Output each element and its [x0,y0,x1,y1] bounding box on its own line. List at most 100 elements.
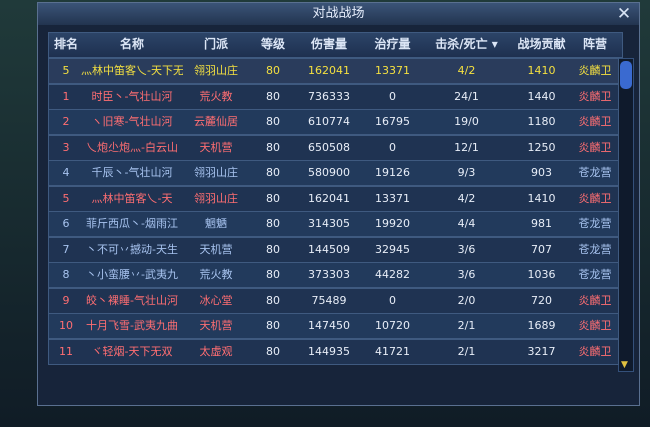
table-cell: 650508 [308,140,350,154]
table-cell: 2/1 [457,319,476,332]
table-cell: 373303 [308,268,350,281]
table-row[interactable] [48,287,619,314]
column-header: 排名 [53,37,78,51]
table-cell: 荒火教 [199,268,233,281]
table-row[interactable] [48,109,619,135]
table-cell: 0 [389,140,396,154]
table-cell: 80 [266,166,280,179]
table-cell: 19126 [375,166,410,179]
table-cell: 44282 [375,268,410,281]
scroll-thumb[interactable] [620,61,632,89]
table-cell: 千辰丶-气壮山河 [91,166,173,179]
table-cell: 41721 [375,344,410,358]
table-cell: 1410 [527,64,556,77]
table-cell: 903 [531,166,552,179]
table-cell: 魍魉 [205,217,227,230]
table-cell: ヽ旧寒-气壮山河 [91,115,173,128]
table-cell: 4 [62,166,70,179]
table-cell: 2/1 [457,344,476,358]
table-cell: 9 [62,293,70,307]
table-cell: 80 [266,64,280,77]
table-cell: 翎羽山庄 [194,64,238,77]
table-row[interactable] [48,185,619,212]
table-cell: 苍龙营 [578,217,612,230]
table-cell: 0 [389,89,396,103]
table-row[interactable] [48,236,619,263]
table-cell: 丶不可丷撼动-天生 [86,242,178,256]
table-cell: 162041 [308,64,350,77]
table-cell: 4/4 [457,217,476,230]
table-cell: 灬林中笛客乀-天 [91,191,173,205]
table-cell: 1250 [527,140,556,154]
table-cell: 144509 [308,242,350,256]
table-cell: 80 [266,89,280,103]
scroll-down[interactable]: ▼ [621,360,628,370]
column-header: 伤害量 [310,37,347,51]
table-cell: 736333 [308,89,350,103]
table-row[interactable] [48,58,619,84]
table-cell: 144935 [308,344,350,358]
table-cell: 炎麟卫 [578,89,612,103]
table-cell: 炎麟卫 [578,191,612,205]
table-cell: 3/6 [457,268,476,281]
table-cell: 610774 [308,115,350,128]
column-header: 等级 [260,37,285,51]
table-cell: 1036 [527,268,556,281]
table-cell: 灬林中笛客乀-天下无 [81,64,183,77]
table-cell: 13371 [375,64,410,77]
table-cell: 云麓仙居 [194,115,238,128]
table-cell: 8 [62,268,70,281]
table-cell: 苍龙营 [578,242,612,256]
battle-panel: 对战战场 ✕ ▼ 排名 名称 门派 等级 伤害量 治疗量 击杀/死亡 ▾ 战场贡献 阵营 5 灬林中… [37,2,640,406]
table-cell: 720 [531,293,552,307]
table-cell: 苍龙营 [578,268,612,281]
column-header: 阵营 [582,37,607,51]
column-header: 名称 [119,37,144,51]
scrollbar[interactable]: ▼ [618,58,634,372]
table-cell: 314305 [308,217,350,230]
column-header[interactable]: 击杀/死亡 ▾ [435,37,498,51]
table-cell: 981 [531,217,552,230]
table-cell: 3 [62,140,70,154]
table-cell: 天机营 [199,319,233,332]
header-row [48,32,623,58]
table-cell: 荒火教 [199,89,233,103]
table-cell: 10 [59,319,73,332]
table-cell: 80 [266,268,280,281]
table-cell: 162041 [308,191,350,205]
table-cell: 1 [62,89,70,103]
table-cell: 1440 [527,89,556,103]
table-cell: 4/2 [457,191,476,205]
table-cell: 炎麟卫 [578,344,612,358]
table-cell: 2 [62,115,70,128]
table-cell: 13371 [375,191,410,205]
table-cell: 2/0 [457,293,476,307]
table-cell: 天机营 [199,140,233,154]
sort-arrow[interactable]: ▾ [487,37,498,51]
table-cell: 6 [62,217,70,230]
table-cell: 炎麟卫 [578,140,612,154]
table-cell: 十月飞雪-武夷九曲 [86,319,178,332]
table-cell: 炎麟卫 [578,64,612,77]
table-cell: 32945 [375,242,410,256]
table-row[interactable] [48,338,619,365]
table-cell: 炎麟卫 [578,319,612,332]
table-cell: 时臣丶-气壮山河 [91,89,173,103]
table-cell: 12/1 [454,140,479,154]
table-cell: 3217 [527,344,556,358]
table-cell: 80 [266,242,280,256]
table-cell: 80 [266,319,280,332]
close-button[interactable]: ✕ [616,4,632,24]
table-cell: 80 [266,140,280,154]
table-cell: 乀炮尐炮灬-白云山 [86,140,178,154]
table-cell: 太虚观 [199,344,233,358]
table-cell: 天机营 [199,242,233,256]
table-cell: 5 [62,64,70,77]
table-cell: 707 [531,242,552,256]
table-row[interactable] [48,211,619,237]
column-header: 战场贡献 [517,37,566,51]
table-cell: 炎麟卫 [578,293,612,307]
table-cell: 80 [266,217,280,230]
column-header: 门派 [203,37,228,51]
